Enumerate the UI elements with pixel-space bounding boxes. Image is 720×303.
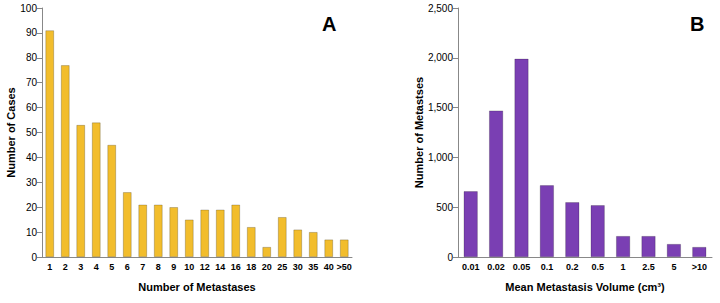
svg-text:35: 35 [308,262,318,272]
svg-text:Number of Metastses: Number of Metastses [413,77,425,188]
svg-text:16: 16 [231,262,241,272]
svg-text:4: 4 [94,262,99,272]
svg-text:500: 500 [436,202,453,213]
svg-text:0.2: 0.2 [566,262,579,272]
svg-text:100: 100 [20,3,37,14]
svg-text:0: 0 [31,252,37,263]
svg-text:25: 25 [277,262,287,272]
svg-text:0.05: 0.05 [513,262,531,272]
svg-text:>50: >50 [337,262,352,272]
svg-text:0: 0 [447,252,453,263]
svg-text:0.01: 0.01 [462,262,480,272]
svg-text:9: 9 [171,262,176,272]
svg-text:Mean Metastasis Volume (cm³): Mean Metastasis Volume (cm³) [505,281,665,293]
svg-text:3: 3 [78,262,83,272]
svg-text:6: 6 [125,262,130,272]
svg-text:0.1: 0.1 [541,262,554,272]
svg-text:7: 7 [140,262,145,272]
svg-text:2,000: 2,000 [428,52,453,63]
svg-text:70: 70 [26,77,38,88]
svg-text:0.02: 0.02 [487,262,505,272]
svg-text:40: 40 [324,262,334,272]
svg-text:20: 20 [262,262,272,272]
svg-text:Number of Metastases: Number of Metastases [138,281,255,293]
svg-text:30: 30 [26,177,38,188]
svg-text:0.5: 0.5 [591,262,604,272]
svg-text:1: 1 [621,262,626,272]
svg-text:2.5: 2.5 [642,262,655,272]
svg-text:14: 14 [215,262,225,272]
svg-text:30: 30 [293,262,303,272]
svg-text:90: 90 [26,27,38,38]
svg-text:2: 2 [63,262,68,272]
svg-text:5: 5 [671,262,676,272]
svg-text:10: 10 [184,262,194,272]
svg-text:B: B [690,13,704,35]
svg-text:1,500: 1,500 [428,102,453,113]
svg-text:A: A [322,13,336,35]
svg-text:40: 40 [26,152,38,163]
svg-text:60: 60 [26,102,38,113]
svg-text:20: 20 [26,202,38,213]
svg-text:5: 5 [109,262,114,272]
svg-text:1,000: 1,000 [428,152,453,163]
svg-text:50: 50 [26,127,38,138]
svg-text:2,500: 2,500 [428,3,453,14]
svg-text:1: 1 [47,262,52,272]
svg-text:10: 10 [26,227,38,238]
svg-text:8: 8 [156,262,161,272]
svg-text:Number of Cases: Number of Cases [5,87,17,177]
svg-text:80: 80 [26,52,38,63]
svg-text:18: 18 [246,262,256,272]
svg-text:>10: >10 [692,262,707,272]
svg-text:12: 12 [200,262,210,272]
